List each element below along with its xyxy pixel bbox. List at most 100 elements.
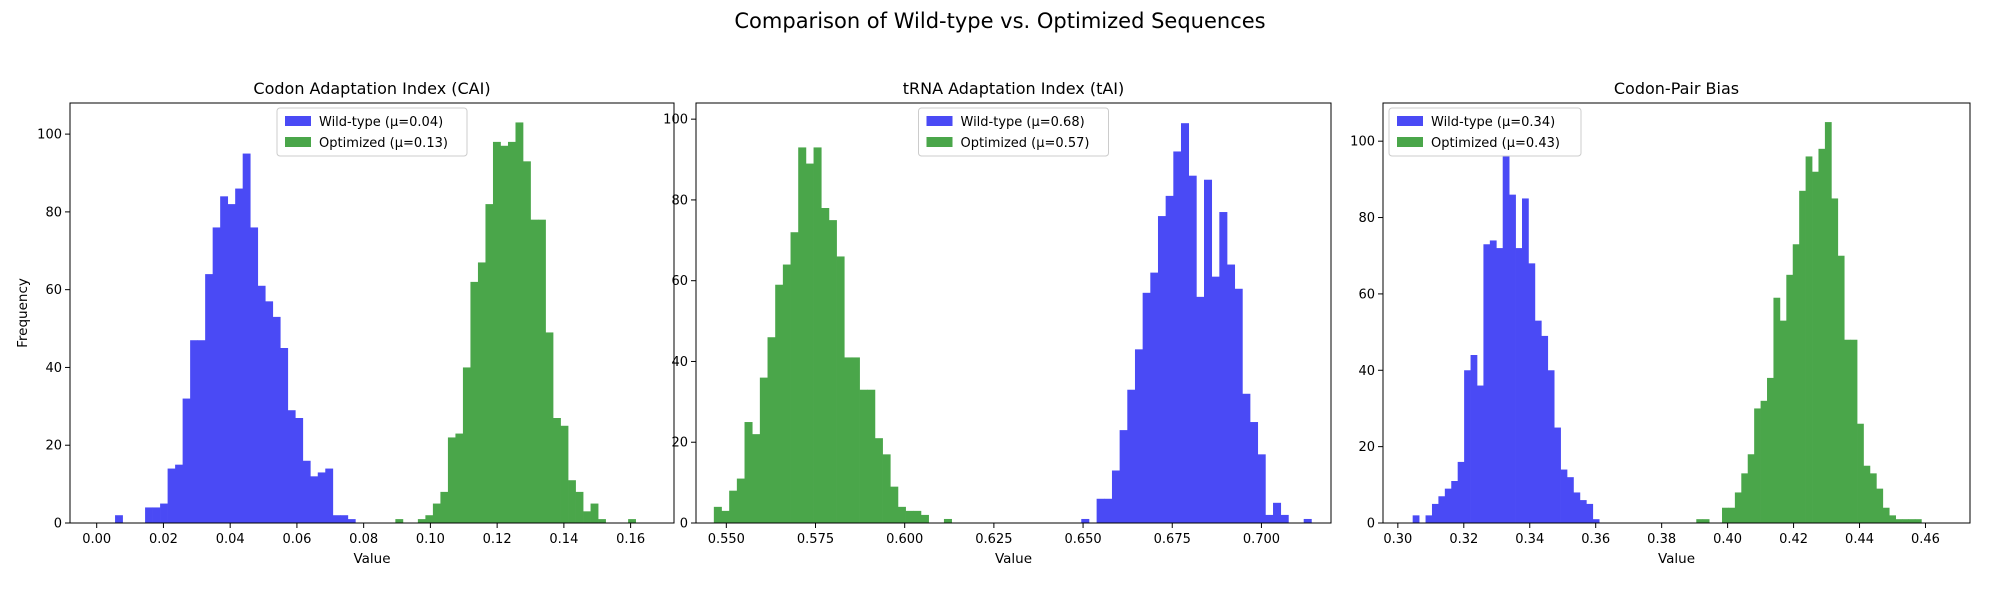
histogram-bar	[1902, 519, 1909, 523]
histogram-bar	[325, 468, 334, 523]
histogram-bar	[507, 141, 516, 523]
histogram-bar	[913, 510, 922, 523]
x-tick-label: 0.06	[282, 532, 311, 547]
y-tick-label: 100	[1350, 135, 1375, 150]
axes-frame	[1382, 102, 1971, 524]
histogram-bar	[1509, 194, 1516, 523]
histogram-bar	[1696, 519, 1704, 523]
histogram-bar	[160, 503, 168, 523]
histogram-bar	[1554, 427, 1561, 523]
histogram-bar	[190, 340, 198, 523]
histogram-bar	[340, 515, 349, 523]
histogram-bar	[515, 122, 524, 523]
histogram-bar	[1914, 519, 1922, 523]
histogram-bar	[1489, 240, 1497, 523]
legend-entry: Optimized (μ=0.57)	[961, 136, 1090, 151]
histogram-bar	[310, 476, 319, 523]
histogram-bar	[836, 256, 845, 523]
histogram-bar	[1844, 339, 1851, 523]
histogram-bar	[1812, 171, 1819, 524]
histogram-bar	[175, 464, 183, 523]
y-tick-label: 80	[671, 193, 688, 208]
histogram-bar	[462, 367, 471, 523]
histogram-bar	[1188, 175, 1197, 523]
histogram-bar	[227, 204, 236, 524]
histogram-bar	[1265, 514, 1274, 523]
histogram-bar	[1534, 320, 1542, 523]
y-tick-label: 100	[663, 113, 688, 128]
histogram-bar	[485, 204, 494, 524]
histogram-bar	[257, 285, 266, 523]
histogram-bar	[1204, 179, 1213, 524]
x-tick-label: 0.10	[416, 532, 445, 547]
histogram-bar	[874, 438, 883, 523]
histogram-bar	[1157, 216, 1166, 523]
histogram-bar	[1104, 498, 1113, 523]
histogram-bar	[844, 357, 853, 523]
histogram-bar	[1227, 264, 1236, 523]
series-wild-type-bars	[1081, 123, 1312, 524]
histogram-bar	[882, 454, 891, 523]
histogram-bar	[905, 510, 914, 523]
histogram-bar	[1425, 515, 1433, 523]
histogram-bar	[590, 503, 599, 523]
histogram-bar	[1579, 500, 1587, 523]
x-tick-label: 0.36	[1581, 532, 1610, 547]
histogram-bar	[302, 460, 311, 523]
histogram-bar	[182, 398, 191, 523]
histogram-bar	[1483, 244, 1491, 523]
x-axis-label: Value	[1658, 551, 1695, 567]
histogram-bar	[500, 145, 509, 523]
histogram-bar	[890, 486, 899, 523]
x-tick-label: 0.650	[1064, 532, 1101, 547]
histogram-bar	[1470, 355, 1478, 523]
histogram-bar	[1882, 507, 1890, 523]
histogram-bar	[721, 510, 730, 523]
histogram-bar	[317, 472, 326, 523]
chart-title: Codon Adaptation Index (CAI)	[253, 79, 490, 98]
histogram-bar	[417, 519, 426, 523]
histogram-bar	[759, 377, 768, 523]
histogram-bar	[851, 357, 860, 523]
chart-title: Codon-Pair Bias	[1614, 79, 1739, 98]
histogram-bar	[1805, 156, 1813, 523]
x-tick-label: 0.700	[1243, 532, 1280, 547]
histogram-bar	[1767, 377, 1774, 523]
histogram-bar	[1818, 148, 1826, 523]
histogram-bar	[1522, 198, 1529, 523]
legend-swatch	[926, 137, 953, 147]
histogram-bar	[1831, 198, 1839, 523]
series-wild-type-bars	[1412, 156, 1600, 523]
histogram-bar	[1180, 123, 1190, 523]
y-tick-label: 20	[671, 436, 688, 451]
histogram-bar	[272, 316, 281, 523]
histogram-bar	[1219, 212, 1228, 524]
histogram-bar	[1457, 461, 1465, 523]
legend-entry: Wild-type (μ=0.04)	[319, 115, 443, 130]
histogram-bar	[1280, 514, 1289, 523]
legend-box	[918, 107, 1109, 157]
histogram-bar	[1150, 272, 1159, 523]
histogram-bar	[440, 491, 449, 523]
legend-entry: Wild-type (μ=0.34)	[1431, 115, 1555, 130]
histogram-bar	[1211, 276, 1220, 523]
x-tick-label: 0.625	[975, 532, 1012, 547]
histogram-bar	[332, 515, 341, 523]
legend-entry: Optimized (μ=0.43)	[1431, 136, 1560, 151]
histogram-bar	[744, 422, 753, 523]
histogram-bar	[1196, 296, 1205, 523]
histogram-bar	[1754, 408, 1761, 523]
histogram-bar	[1779, 320, 1787, 523]
x-tick-label: 0.12	[483, 532, 512, 547]
x-tick-label: 0.02	[149, 532, 178, 547]
histogram-bar	[782, 264, 791, 523]
x-tick-label: 0.08	[349, 532, 378, 547]
histogram-bar	[212, 227, 221, 523]
histogram-bar	[545, 332, 554, 523]
histogram-bar	[752, 434, 761, 523]
y-tick-label: 60	[45, 283, 62, 298]
series-optimized-bars	[395, 122, 636, 524]
x-tick-label: 0.675	[1154, 532, 1191, 547]
x-tick-label: 0.34	[1515, 532, 1544, 547]
y-tick-label: 0	[680, 517, 688, 532]
